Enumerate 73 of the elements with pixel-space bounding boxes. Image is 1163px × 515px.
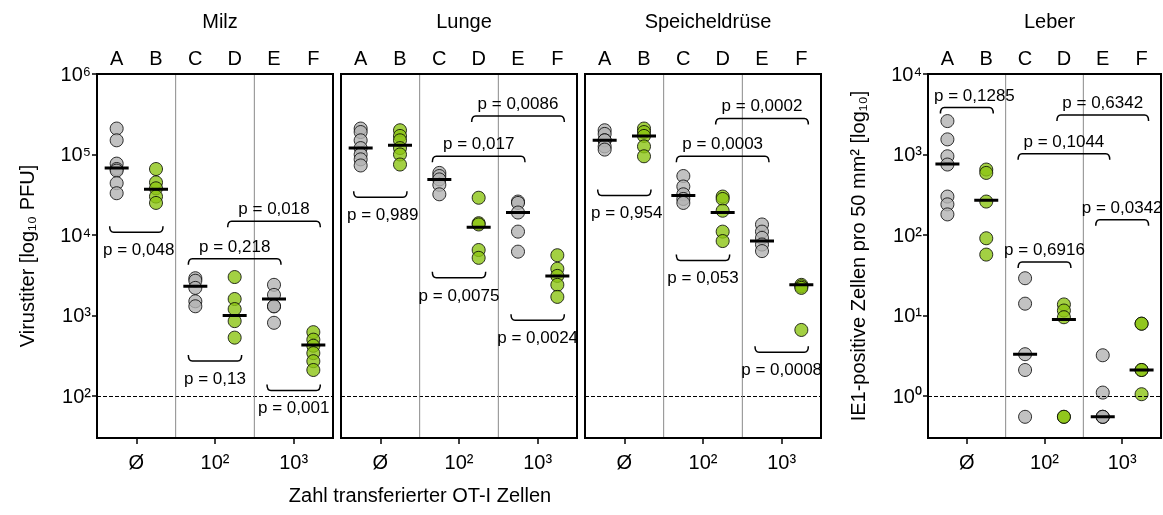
x-tick-label: B xyxy=(979,47,993,69)
text: Ø xyxy=(959,451,975,473)
x-tick-label: F xyxy=(795,47,808,69)
y-tick-label: 10³ xyxy=(893,143,923,166)
x-tick-label: C xyxy=(676,47,691,69)
text: Ø xyxy=(616,451,633,473)
annotation: p = 0,017 xyxy=(442,134,515,154)
text: 10² xyxy=(1030,451,1060,473)
chart-title: Speicheldrüse xyxy=(644,10,772,32)
x-tick-label: C xyxy=(432,47,447,69)
x-axis-title: Zahl transferierter OT-I Zellen xyxy=(288,484,552,507)
y-tick-label: 10⁶ xyxy=(60,63,91,85)
x-tick-label: D xyxy=(227,47,242,69)
x-tick-label: B xyxy=(637,47,651,69)
text: 10² xyxy=(444,451,474,473)
x-tick-label: B xyxy=(149,47,163,69)
x-tick-label: F xyxy=(551,47,564,69)
x-tick-label: C xyxy=(188,47,203,69)
annotation: p = 0,6342 xyxy=(1062,92,1144,112)
annotation: p = 0,0024 xyxy=(497,328,579,348)
annotation: p = 0,1044 xyxy=(1023,131,1105,151)
text: 10³ xyxy=(767,451,797,473)
y-tick-label: 10² xyxy=(62,384,92,407)
x-tick-label: E xyxy=(755,47,769,69)
x-tick-label: A xyxy=(597,47,612,69)
y-axis-title: Virustiter [log₁₀ PFU] xyxy=(16,164,38,348)
x-tick-label: B xyxy=(393,47,407,69)
annotation: p = 0,954 xyxy=(591,203,663,223)
annotation: p = 0,13 xyxy=(184,368,246,388)
annotation: p = 0,6916 xyxy=(1004,240,1085,260)
y-axis-title: IE1-positive Zellen pro 50 mm² [log₁₀] xyxy=(847,90,869,422)
y-tick-label: 10¹ xyxy=(893,304,923,327)
annotation: p = 0,0003 xyxy=(682,134,764,154)
text: Ø xyxy=(372,451,389,473)
x-tick-label: D xyxy=(715,47,730,69)
text: 10² xyxy=(200,451,230,473)
x-tick-label: A xyxy=(940,47,955,69)
x-tick-label: E xyxy=(1096,47,1110,69)
y-tick-label: 10⁵ xyxy=(60,143,91,166)
text: Ø xyxy=(128,451,145,473)
x-tick-label: E xyxy=(511,47,525,69)
annotation: p = 0,0008 xyxy=(741,360,823,380)
y-tick-label: 10³ xyxy=(62,304,92,327)
x-tick-label: D xyxy=(471,47,486,69)
x-tick-label: E xyxy=(267,47,281,69)
annotation: p = 0,0075 xyxy=(418,285,500,305)
annotation: p = 0,001 xyxy=(257,398,330,418)
y-tick-label: 10² xyxy=(893,223,923,246)
x-tick-label: C xyxy=(1017,47,1033,69)
chart-title: Leber xyxy=(1023,10,1076,32)
y-tick-label: 10⁰ xyxy=(892,384,922,407)
annotation: p = 0,048 xyxy=(103,240,175,260)
annotation: p = 0,0086 xyxy=(477,94,559,114)
annotation: p = 0,218 xyxy=(198,236,271,256)
x-tick-label: A xyxy=(109,47,124,69)
annotation: p = 0,0342 xyxy=(1081,197,1163,217)
text: 10² xyxy=(688,451,718,473)
annotation: p = 0,018 xyxy=(238,199,310,219)
annotation: p = 0,989 xyxy=(347,205,419,225)
annotation: p = 0,053 xyxy=(667,268,739,288)
text: 10³ xyxy=(1107,451,1137,473)
y-tick-label: 10⁴ xyxy=(60,223,91,246)
x-tick-label: A xyxy=(353,47,368,69)
y-tick-label: 10⁴ xyxy=(891,63,922,85)
chart-title: Milz xyxy=(202,10,238,32)
x-tick-label: F xyxy=(307,47,320,69)
chart-title: Lunge xyxy=(436,10,492,32)
annotation: p = 0,1285 xyxy=(934,85,1015,105)
x-tick-label: F xyxy=(1135,47,1148,69)
text: 10³ xyxy=(279,451,309,473)
x-tick-label: D xyxy=(1056,47,1072,69)
text: 10³ xyxy=(523,451,553,473)
annotation: p = 0,0002 xyxy=(721,96,803,116)
